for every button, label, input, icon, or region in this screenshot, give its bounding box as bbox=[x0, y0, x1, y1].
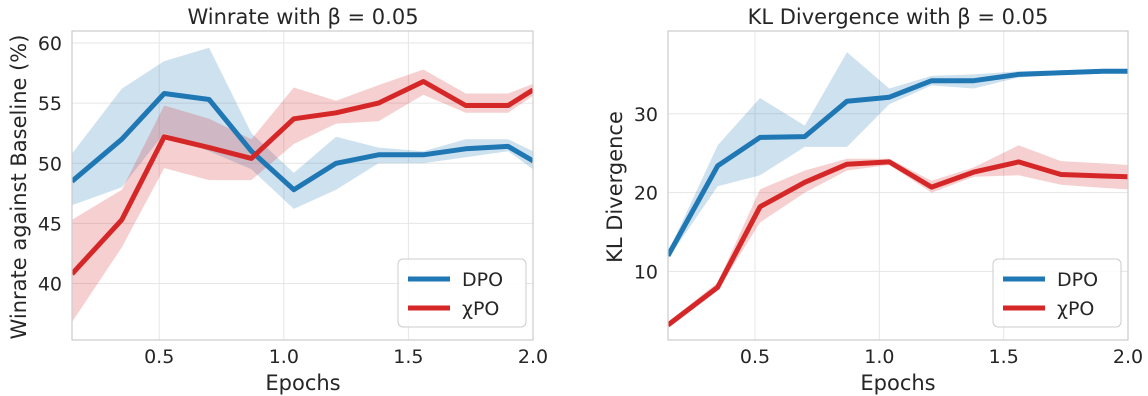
winrate-legend: DPO χPO bbox=[397, 258, 527, 328]
kl-dpo-series-line bbox=[668, 68, 1128, 257]
winrate-y-axis-label: Winrate against Baseline (%) bbox=[7, 35, 31, 340]
winrate-x-tick-label: 1.5 bbox=[393, 346, 423, 368]
winrate-legend-label-dpo: DPO bbox=[462, 269, 503, 291]
winrate-y-tick-label: 40 bbox=[38, 273, 62, 295]
kl-chipo-series-line bbox=[668, 159, 1128, 327]
kl-y-tick-label: 30 bbox=[634, 104, 658, 126]
kl-x-tick-label: 0.5 bbox=[740, 346, 770, 368]
kl-legend-label-dpo: DPO bbox=[1057, 269, 1098, 291]
winrate-y-tick-label: 55 bbox=[38, 93, 62, 115]
winrate-chipo-confidence-band bbox=[72, 69, 533, 322]
winrate-legend-label-chipo: χPO bbox=[462, 298, 499, 320]
kl-legend-label-chipo: χPO bbox=[1057, 298, 1094, 320]
kl-axes-frame bbox=[667, 30, 1129, 341]
winrate-y-tick-label: 50 bbox=[38, 153, 62, 175]
winrate-dpo-confidence-band bbox=[72, 47, 533, 209]
kl-x-tick-label: 1.5 bbox=[989, 346, 1019, 368]
winrate-dpo-series-line bbox=[72, 91, 533, 193]
winrate-chart-title: Winrate with β = 0.05 bbox=[187, 5, 418, 29]
kl-x-axis-label: Epochs bbox=[860, 371, 935, 395]
kl-chipo-confidence-band bbox=[668, 145, 1128, 329]
winrate-plot-area: 0.5 1.0 1.5 2.0 40 45 50 55 60 DPO χPO bbox=[38, 30, 548, 368]
kl-y-tick-label: 10 bbox=[634, 261, 658, 283]
winrate-x-tick-label: 2.0 bbox=[518, 346, 548, 368]
winrate-panel: 0.5 1.0 1.5 2.0 40 45 50 55 60 DPO χPO Winrate wit… bbox=[7, 5, 548, 395]
kl-y-axis-label: KL Divergence bbox=[603, 111, 627, 263]
kl-y-tick-label: 20 bbox=[634, 183, 658, 205]
winrate-x-tick-label: 0.5 bbox=[144, 346, 174, 368]
kl-legend: DPO χPO bbox=[992, 258, 1122, 328]
kl-plot-area: 0.5 1.0 1.5 2.0 10 20 30 DPO χPO bbox=[634, 30, 1143, 368]
kl-x-tick-label: 2.0 bbox=[1113, 346, 1143, 368]
winrate-x-axis-label: Epochs bbox=[265, 371, 340, 395]
kl-chart-title: KL Divergence with β = 0.05 bbox=[748, 5, 1049, 29]
winrate-axes-frame bbox=[71, 30, 534, 341]
winrate-x-tick-label: 1.0 bbox=[269, 346, 299, 368]
kl-divergence-panel: 0.5 1.0 1.5 2.0 10 20 30 DPO χPO KL Divergence w… bbox=[603, 5, 1143, 395]
winrate-chipo-series-line bbox=[72, 79, 533, 276]
winrate-y-tick-label: 45 bbox=[38, 213, 62, 235]
winrate-y-tick-label: 60 bbox=[38, 33, 62, 55]
kl-x-tick-label: 1.0 bbox=[864, 346, 894, 368]
